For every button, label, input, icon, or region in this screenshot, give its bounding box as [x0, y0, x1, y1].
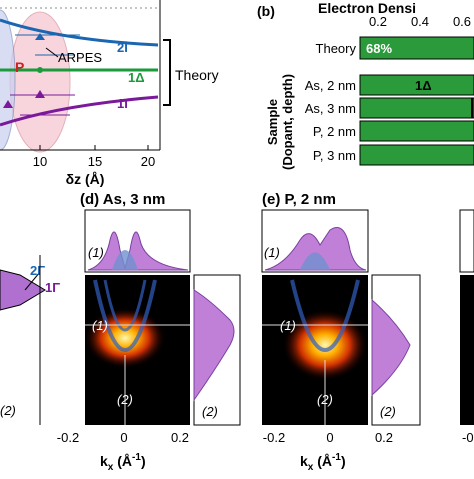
- curve-label: 2Γ: [30, 263, 45, 278]
- y-axis-label: Sample: [265, 99, 280, 145]
- row-label: As, 2 nm: [305, 78, 356, 93]
- x-tick-label: 15: [88, 154, 102, 169]
- curve-label: 1Δ: [128, 70, 145, 85]
- panel-a: P ARPES 2Γ 1Δ 1Γ Theory 10 15 20 δz (Å): [0, 0, 219, 187]
- x-tick-label: -0.2: [263, 430, 285, 445]
- cut-label: (1): [264, 245, 280, 260]
- panel-c: 2Γ 1Γ (2): [0, 255, 60, 425]
- cut-label: (2): [317, 392, 333, 407]
- panel-f: -0: [459, 209, 474, 445]
- bar-label: 68%: [366, 41, 392, 56]
- cut-label: (2): [0, 403, 16, 418]
- panel-title: (d) As, 3 nm: [80, 191, 165, 208]
- panel-title: (e) P, 2 nm: [262, 191, 336, 208]
- x-tick-label: 0.2: [171, 430, 189, 445]
- x-axis-label: kx (Å-1): [100, 452, 146, 473]
- x-tick-label: 20: [141, 154, 155, 169]
- axis-tick-label: 0.6: [453, 14, 471, 29]
- bar-label: 1Δ: [415, 78, 432, 93]
- cut-label: (1): [88, 245, 104, 260]
- cut-label: (2): [117, 392, 133, 407]
- annotation: ARPES: [58, 50, 102, 65]
- x-tick-label: -0: [462, 430, 474, 445]
- axis-tick-label: 0.2: [369, 14, 387, 29]
- cut-label: (1): [280, 318, 296, 333]
- panel-title: Electron Densi: [318, 0, 416, 16]
- x-tick-label: -0.2: [57, 430, 79, 445]
- bracket-label: Theory: [175, 67, 219, 83]
- row-label: As, 3 nm: [305, 101, 356, 116]
- row-label: P, 2 nm: [313, 124, 356, 139]
- panel-e: (e) P, 2 nm (1) (1) (2) (2) -0.2 0 0.2 k…: [261, 191, 421, 473]
- row-label: Theory: [316, 41, 357, 56]
- cut-label: (1): [92, 318, 108, 333]
- cut-label: (2): [380, 404, 396, 419]
- curve-label: 2Γ: [117, 40, 132, 55]
- x-axis-label: kx (Å-1): [300, 452, 346, 473]
- x-tick-label: 0: [326, 430, 333, 445]
- curve-label: 1Γ: [117, 96, 132, 111]
- cut-label: (2): [202, 404, 218, 419]
- panel-tag: (b): [257, 3, 275, 19]
- x-axis-label: δz (Å): [66, 171, 105, 187]
- x-tick-label: 0: [120, 430, 127, 445]
- curve-label: 1Γ: [45, 280, 60, 295]
- region-label: P: [15, 59, 24, 75]
- axis-tick-label: 0.4: [411, 14, 429, 29]
- row-label: P, 3 nm: [313, 148, 356, 163]
- x-tick-label: 0.2: [375, 430, 393, 445]
- y-axis-label: (Dopant, depth): [280, 74, 295, 170]
- panel-d: (d) As, 3 nm (1) (1) (2) (2) -0.2 0 0.2 …: [57, 191, 241, 473]
- panel-b: (b) Electron Densi 0.2 0.4 0.6 68% 1Δ Th…: [257, 0, 474, 170]
- x-tick-label: 10: [33, 154, 47, 169]
